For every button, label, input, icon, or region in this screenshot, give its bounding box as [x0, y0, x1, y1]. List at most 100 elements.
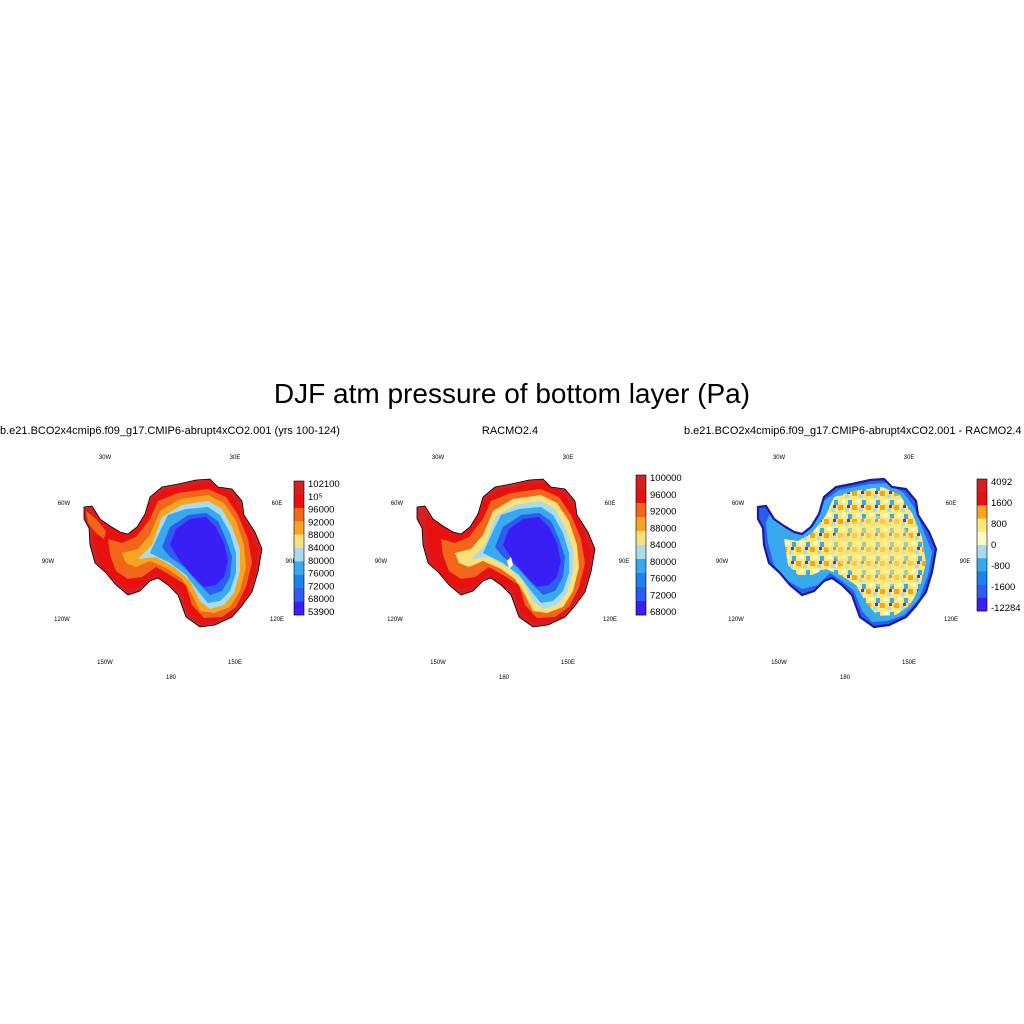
colorbar-swatch: [977, 558, 987, 572]
colorbar-label: -1600: [991, 582, 1015, 593]
lon-label-60e: 60E: [605, 501, 616, 507]
colorbar-swatch: [636, 601, 646, 616]
lon-label-30w: 30W: [773, 455, 786, 461]
colorbar-outline: [976, 478, 988, 612]
lon-label-150w: 150W: [771, 660, 787, 666]
lon-label-30w: 30W: [99, 455, 112, 461]
lon-label-90w: 90W: [716, 559, 729, 565]
colorbar-outline: [635, 474, 647, 616]
lon-label-120w: 120W: [54, 617, 70, 623]
colorbar-swatch: [977, 545, 987, 559]
colorbar-swatch: [636, 545, 646, 560]
colorbar-label: 92000: [308, 517, 334, 528]
colorbar-swatch: [294, 481, 304, 495]
lon-label-120e: 120E: [603, 617, 617, 623]
lon-label-90e: 90E: [619, 559, 630, 565]
lon-label-60w: 60W: [58, 501, 71, 507]
colorbar-outline: [293, 480, 305, 616]
colorbar-label: 96000: [308, 505, 334, 516]
colorbar-label: 1600: [991, 498, 1012, 509]
colorbar-swatch: [294, 561, 304, 576]
colorbar-swatch: [294, 494, 304, 509]
colorbar-swatch: [294, 588, 304, 602]
colorbar-label: 10⁵: [308, 492, 323, 503]
lon-label-150w: 150W: [430, 660, 446, 666]
lon-label-90e: 90E: [286, 559, 297, 565]
lon-label-90e: 90E: [960, 559, 971, 565]
lon-label-30e: 30E: [904, 455, 915, 461]
colorbar-swatch: [636, 587, 646, 602]
lon-label-30e: 30E: [563, 455, 574, 461]
colorbar-label: 88000: [308, 530, 334, 541]
colorbar-label: -800: [991, 561, 1010, 572]
colorbar-swatch: [636, 559, 646, 574]
colorbar-swatch: [636, 503, 646, 518]
colorbar-swatch: [636, 475, 646, 490]
difference-field: [758, 479, 936, 627]
lon-label-90w: 90W: [42, 559, 55, 565]
colorbar-label: 92000: [650, 507, 676, 518]
colorbar-swatch: [294, 548, 304, 562]
colorbar-label: -12284: [991, 603, 1021, 614]
colorbar-label: 100000: [650, 473, 682, 484]
colorbar: 100000 96000 92000 88000 84000 80000 76000 7200…: [635, 473, 682, 618]
lon-label-180: 180: [840, 675, 851, 681]
colorbar-label: 0: [991, 540, 996, 551]
colorbar-label: 800: [991, 519, 1007, 530]
colorbar-swatch: [294, 601, 304, 616]
panel-title: b.e21.BCO2x4cmip6.f09_g17.CMIP6-abrupt4x…: [0, 425, 340, 437]
colorbar-label: 80000: [650, 557, 676, 568]
antarctica-map: 30W 30E 60W 60E 90W 90E 120W 120E 150W 1…: [716, 455, 1021, 681]
colorbar-label: 68000: [650, 607, 676, 618]
colorbar-label: 72000: [308, 581, 334, 592]
colorbar: 4092 1600 800 0 -800 -1600 -12284: [976, 477, 1021, 614]
colorbar-swatch: [977, 584, 987, 599]
lon-label-120w: 120W: [387, 617, 403, 623]
lon-label-90w: 90W: [375, 559, 388, 565]
colorbar-label: 84000: [650, 540, 676, 551]
lon-label-60e: 60E: [272, 501, 283, 507]
colorbar-label: 102100: [308, 479, 340, 490]
colorbar-label: 96000: [650, 490, 676, 501]
map-panel-racmo: RACMO2.4 30W 30E 60W 60E 90W 90E 120W 12…: [345, 420, 682, 681]
colorbar-swatch: [636, 531, 646, 546]
lon-label-30w: 30W: [432, 455, 445, 461]
colorbar-swatch: [636, 489, 646, 504]
colorbar-swatch: [294, 521, 304, 535]
colorbar-swatch: [977, 571, 987, 585]
colorbar-label: 4092: [991, 477, 1012, 488]
lon-label-120e: 120E: [944, 617, 958, 623]
colorbar-swatch: [294, 574, 304, 589]
colorbar-swatch: [977, 518, 987, 533]
colorbar-swatch: [636, 517, 646, 532]
lon-label-150e: 150E: [902, 660, 916, 666]
panel-title: b.e21.BCO2x4cmip6.f09_g17.CMIP6-abrupt4x…: [684, 425, 1022, 437]
map-panel-cesm: b.e21.BCO2x4cmip6.f09_g17.CMIP6-abrupt4x…: [0, 420, 340, 681]
colorbar-swatch: [977, 479, 987, 493]
colorbar-label: 76000: [308, 569, 334, 580]
map-panel-difference: b.e21.BCO2x4cmip6.f09_g17.CMIP6-abrupt4x…: [684, 420, 1022, 681]
lon-label-150e: 150E: [228, 660, 242, 666]
panel-title: RACMO2.4: [481, 425, 539, 437]
lon-label-30e: 30E: [230, 455, 241, 461]
lon-label-150e: 150E: [561, 660, 575, 666]
colorbar-swatch: [977, 505, 987, 519]
lon-label-120e: 120E: [270, 617, 284, 623]
pressure-field: [417, 479, 595, 627]
lon-label-150w: 150W: [97, 660, 113, 666]
colorbar-swatch: [636, 573, 646, 588]
lon-label-60e: 60E: [946, 501, 957, 507]
lon-label-180: 180: [166, 675, 177, 681]
lon-label-60w: 60W: [732, 501, 745, 507]
colorbar-label: 88000: [650, 523, 676, 534]
colorbar-label: 84000: [308, 543, 334, 554]
figure-title: DJF atm pressure of bottom layer (Pa): [273, 378, 751, 409]
colorbar-label: 53900: [308, 607, 334, 618]
lon-label-180: 180: [499, 675, 510, 681]
colorbar-label: 80000: [308, 556, 334, 567]
colorbar-swatch: [977, 597, 987, 612]
antarctica-map: 30W 30E 60W 60E 90W 90E 120W 120E 150W 1…: [375, 455, 682, 681]
colorbar-label: 76000: [650, 574, 676, 585]
colorbar-swatch: [977, 531, 987, 546]
